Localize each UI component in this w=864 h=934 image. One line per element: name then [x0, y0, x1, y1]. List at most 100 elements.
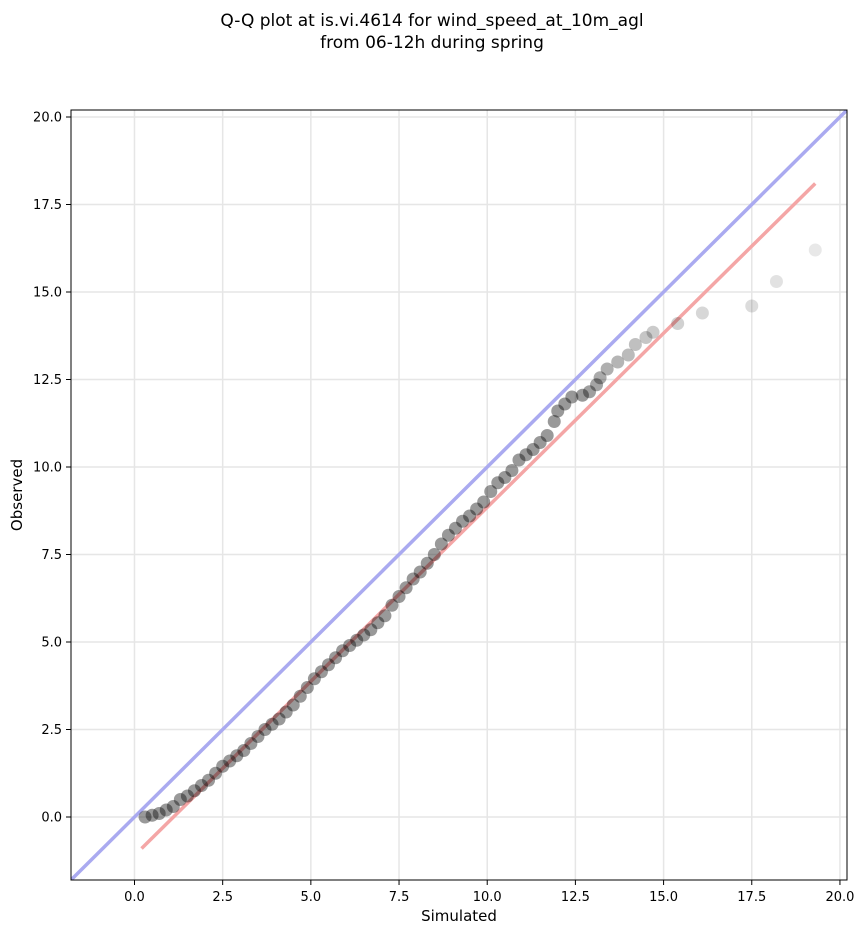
- data-point: [166, 800, 180, 813]
- data-point: [336, 644, 350, 658]
- data-point: [385, 598, 399, 612]
- data-point: [265, 717, 279, 731]
- data-point: [343, 639, 357, 652]
- data-point: [441, 528, 455, 542]
- data-point: [329, 651, 343, 665]
- x-tick-label: 7.5: [389, 890, 410, 905]
- data-point: [378, 609, 392, 623]
- data-point: [547, 415, 561, 428]
- data-point: [180, 789, 194, 803]
- x-tick-label: 10.0: [473, 890, 502, 905]
- data-point: [307, 672, 321, 686]
- grid-lines: [71, 110, 847, 880]
- data-point: [427, 548, 441, 561]
- data-point: [293, 689, 307, 703]
- data-point: [279, 705, 293, 719]
- data-point: [413, 565, 427, 579]
- data-point: [551, 404, 565, 418]
- reference-line-1-to-1: [71, 110, 847, 880]
- data-point: [420, 556, 434, 570]
- data-point: [558, 397, 572, 411]
- data-point: [202, 773, 216, 787]
- x-tick-label: 12.5: [561, 890, 590, 905]
- chart-title: Q-Q plot at is.vi.4614 for wind_speed_at…: [0, 10, 864, 54]
- y-tick-label: 7.5: [41, 548, 62, 563]
- x-tick-label: 0.0: [124, 890, 145, 905]
- data-point: [498, 471, 512, 484]
- data-point: [223, 754, 237, 768]
- data-point: [533, 436, 547, 449]
- data-point: [216, 759, 230, 773]
- data-point: [321, 658, 335, 672]
- data-point: [357, 628, 371, 642]
- y-axis-label: Observed: [8, 459, 26, 531]
- data-point: [448, 521, 462, 535]
- data-point: [769, 275, 783, 288]
- data-point: [456, 514, 470, 528]
- data-point: [565, 390, 579, 404]
- data-point: [350, 633, 364, 647]
- data-point: [187, 784, 201, 798]
- data-point: [512, 453, 526, 467]
- x-tick-label: 2.5: [212, 890, 233, 905]
- y-tick-label: 5.0: [41, 636, 62, 651]
- x-tick-label: 17.5: [737, 890, 766, 905]
- fit-line: [140, 182, 817, 850]
- data-point: [152, 807, 166, 820]
- data-point: [237, 744, 251, 757]
- data-point: [272, 712, 286, 726]
- data-point: [477, 495, 491, 509]
- y-tick-label: 12.5: [33, 373, 62, 388]
- data-point: [138, 810, 152, 824]
- y-tick-label: 20.0: [33, 111, 62, 126]
- data-point: [244, 737, 258, 750]
- data-point: [695, 306, 709, 320]
- data-point: [611, 355, 625, 369]
- data-point: [230, 749, 244, 763]
- data-point: [364, 623, 378, 637]
- data-point: [491, 476, 505, 490]
- data-point: [621, 348, 635, 362]
- data-point: [575, 388, 589, 402]
- data-point: [209, 766, 223, 780]
- data-point: [583, 385, 597, 399]
- y-tick-label: 0.0: [41, 811, 62, 826]
- y-tick-label: 2.5: [41, 723, 62, 738]
- data-point: [399, 581, 413, 595]
- data-point: [434, 537, 448, 551]
- data-point: [251, 730, 265, 743]
- chart-title-line-1: Q-Q plot at is.vi.4614 for wind_speed_at…: [220, 11, 644, 31]
- data-point: [671, 317, 685, 330]
- data-point: [590, 378, 604, 392]
- data-point: [526, 443, 540, 456]
- data-point: [745, 299, 759, 313]
- points-layer: [138, 243, 822, 824]
- y-tick-label: 10.0: [33, 461, 62, 476]
- data-point: [540, 429, 554, 442]
- data-point: [371, 616, 385, 630]
- data-point: [300, 681, 314, 694]
- data-point: [639, 331, 653, 344]
- data-point: [159, 803, 173, 817]
- data-point: [505, 464, 519, 477]
- y-tick-label: 15.0: [33, 286, 62, 301]
- chart-title-line-2: from 06-12h during spring: [320, 33, 544, 53]
- x-tick-label: 15.0: [649, 890, 678, 905]
- data-point: [463, 509, 477, 523]
- data-point: [519, 448, 533, 462]
- data-point: [470, 502, 484, 516]
- data-point: [484, 485, 498, 498]
- y-tick-label: 17.5: [33, 198, 62, 213]
- data-point: [195, 779, 209, 792]
- axis-ticks: 0.0 2.5 5.0 7.5 10.0 12.5 15.0 17.5 20.0 0.0 2.5 5.…: [33, 111, 854, 906]
- data-point: [808, 243, 822, 257]
- data-point: [314, 665, 328, 679]
- data-point: [628, 338, 642, 351]
- lines-layer: [71, 110, 847, 880]
- data-point: [593, 371, 607, 385]
- data-point: [406, 572, 420, 586]
- data-point: [646, 325, 660, 339]
- data-point: [392, 590, 406, 603]
- x-tick-label: 5.0: [301, 890, 322, 905]
